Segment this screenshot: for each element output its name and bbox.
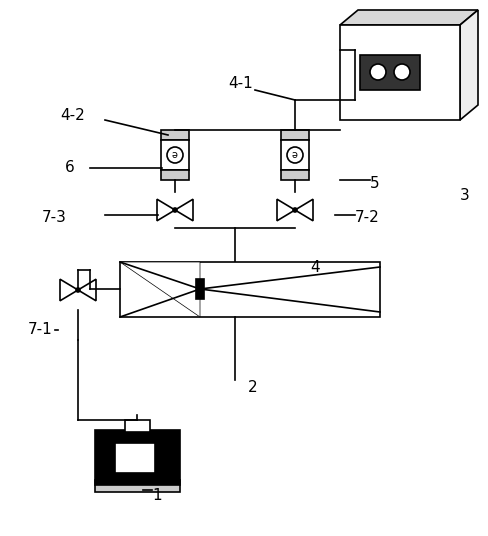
Bar (161, 140, 189, 170)
Bar (196, 279, 203, 299)
Polygon shape (339, 10, 477, 25)
Polygon shape (294, 199, 312, 221)
Text: 4-2: 4-2 (60, 108, 84, 123)
Text: 7-3: 7-3 (42, 211, 67, 226)
Polygon shape (120, 262, 200, 317)
Text: 7-1: 7-1 (28, 323, 53, 338)
Polygon shape (459, 10, 477, 120)
Bar (115, 443, 155, 473)
Text: 5: 5 (369, 175, 379, 190)
Text: 7-2: 7-2 (354, 211, 379, 226)
Bar (339, 25, 459, 120)
Text: 1: 1 (152, 488, 162, 503)
Text: ə: ə (291, 150, 297, 160)
Circle shape (393, 64, 409, 80)
Polygon shape (276, 199, 294, 221)
Circle shape (173, 208, 177, 212)
Bar (281, 130, 308, 140)
Bar (281, 170, 308, 180)
Circle shape (292, 208, 296, 212)
Polygon shape (157, 199, 175, 221)
Polygon shape (175, 199, 193, 221)
Text: ə: ə (172, 150, 178, 160)
Bar (161, 130, 189, 140)
Text: 3: 3 (459, 188, 469, 203)
Circle shape (369, 64, 385, 80)
Text: 4-1: 4-1 (227, 76, 252, 91)
Circle shape (76, 288, 80, 292)
Bar (161, 170, 189, 180)
Circle shape (286, 147, 303, 163)
Text: 4: 4 (309, 260, 319, 276)
Bar (281, 140, 308, 170)
Polygon shape (60, 279, 78, 301)
Bar (359, 55, 419, 90)
Bar (120, 262, 379, 317)
Bar (95, 430, 180, 485)
Polygon shape (78, 279, 96, 301)
Text: 2: 2 (247, 381, 257, 396)
Bar (95, 480, 180, 492)
Bar (125, 420, 150, 432)
Text: 6: 6 (65, 160, 75, 175)
Circle shape (167, 147, 183, 163)
